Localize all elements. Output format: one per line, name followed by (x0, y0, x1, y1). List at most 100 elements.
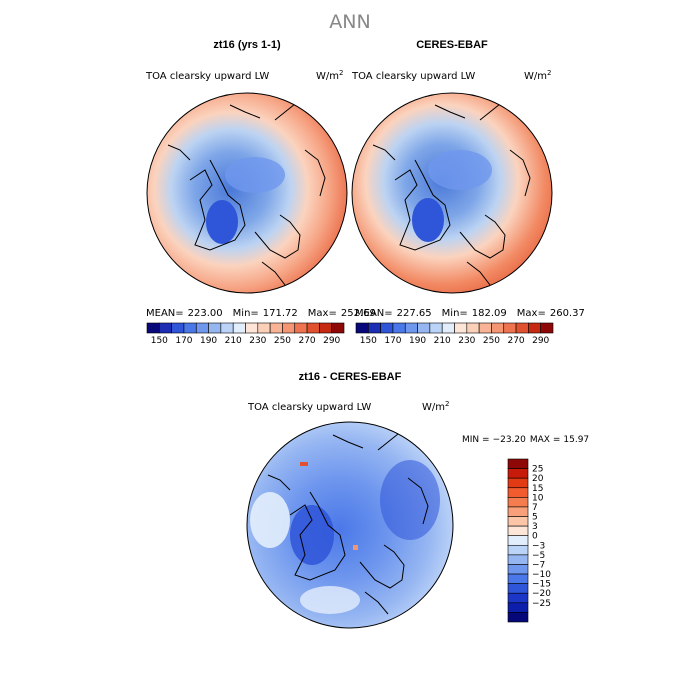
colorbar-tick-label: 290 (532, 336, 549, 346)
colorbar-swatch (392, 322, 406, 334)
colorbar-swatch (429, 322, 443, 334)
cold-core (290, 505, 334, 565)
colorbar-swatch (503, 322, 517, 334)
colorbar-tick-label: 20 (532, 474, 544, 484)
colorbar-tick-label: 170 (384, 336, 401, 346)
colorbar-swatch (507, 468, 529, 479)
colorbar-swatch (507, 506, 529, 517)
panel-title: zt16 - CERES-EBAF (299, 371, 402, 383)
map-overlay (250, 429, 440, 615)
units-exponent: 2 (445, 400, 449, 408)
warm-patch (300, 586, 360, 614)
field-label: TOA clearsky upward LW (351, 71, 475, 82)
colorbar-swatch (507, 602, 529, 613)
polar-map (351, 92, 553, 294)
units-label: W/m2 (524, 69, 551, 82)
colorbar-tick-label: 10 (532, 493, 544, 503)
colorbar-tick-label: 190 (409, 336, 426, 346)
colorbar-swatch (441, 322, 455, 334)
units-text: W/m (316, 71, 339, 82)
map-border (146, 92, 348, 294)
units-label: W/m2 (316, 69, 343, 82)
cold-core (412, 198, 444, 242)
max-label: MAX = (530, 435, 561, 445)
colorbar-swatch (507, 564, 529, 575)
polar-map (246, 421, 454, 629)
colorbar-swatch (195, 322, 209, 334)
min-label: MIN = (462, 435, 490, 445)
map-overlay (372, 99, 531, 286)
max-value: 260.37 (550, 308, 585, 319)
min-value: 171.72 (263, 308, 298, 319)
colorbar-tick-label: 270 (507, 336, 524, 346)
min-label: Min= (442, 308, 468, 319)
map-field (352, 93, 552, 293)
units-exponent: 2 (339, 69, 343, 77)
colorbar-tick-label: −15 (532, 580, 551, 590)
max-label: Max= (308, 308, 337, 319)
mean-value: 227.65 (397, 308, 432, 319)
colorbar-tick-label: −25 (532, 599, 551, 609)
colorbar-swatch (355, 322, 369, 334)
colorbar-tick-label: 3 (532, 522, 538, 532)
colorbar-swatch (319, 322, 332, 334)
warm-patch (250, 492, 290, 548)
colorbar-tick-label: 7 (532, 503, 538, 513)
colorbar-swatch (220, 322, 234, 334)
hot-spot (353, 545, 358, 550)
colorbar-swatch (232, 322, 246, 334)
units-label: W/m2 (422, 400, 449, 413)
colorbar-swatch (257, 322, 271, 334)
colorbar-swatch (507, 554, 529, 565)
polar-map (146, 92, 348, 294)
colorbar-tick-label: 250 (483, 336, 500, 346)
coastline (267, 429, 429, 615)
colorbar-tick-label: 210 (225, 336, 242, 346)
min-value: −23.20 (493, 435, 527, 445)
figure-title: ANN (329, 11, 370, 33)
colorbar-swatch (417, 322, 431, 334)
units-text: W/m (422, 402, 445, 413)
colorbar-swatch (282, 322, 296, 334)
colorbar-swatch (515, 322, 529, 334)
colorbar-swatch (507, 497, 529, 508)
colorbar-swatch (491, 322, 505, 334)
colorbar-swatch (507, 583, 529, 594)
mean-label: MEAN= (355, 308, 393, 319)
colorbar-swatch (245, 322, 259, 334)
colorbar-swatch (171, 322, 185, 334)
colorbar-tick-label: 0 (532, 532, 538, 542)
panel-model: zt16 (yrs 1-1) TOA clearsky upward LW W/… (145, 39, 376, 346)
colorbar-swatch (507, 477, 529, 489)
colorbar-tick-label: −5 (532, 551, 545, 561)
field-label: TOA clearsky upward LW (247, 402, 371, 413)
colorbar-swatch (507, 487, 529, 498)
map-field (147, 93, 347, 293)
panel-difference: zt16 - CERES-EBAF TOA clearsky upward LW… (246, 371, 589, 629)
min-label: Min= (233, 308, 259, 319)
colorbar-swatch (208, 322, 222, 334)
colorbar-tick-label: 15 (532, 484, 543, 494)
colorbar-swatch (183, 322, 197, 334)
stats-line: MEAN= 223.00 Min= 171.72 Max= 252.69 (146, 308, 376, 319)
mean-label: MEAN= (146, 308, 184, 319)
colorbar-swatch (380, 322, 394, 334)
colorbar-swatch (507, 592, 529, 604)
panel-observations: CERES-EBAF TOA clearsky upward LW W/m2 M… (351, 39, 585, 346)
colorbar-tick-label: 150 (151, 336, 168, 346)
map-border (246, 421, 454, 629)
colorbar-tick-label: −7 (532, 560, 545, 570)
colorbar-swatch (454, 322, 468, 334)
colorbar-swatch (159, 322, 172, 334)
colorbar-tick-label: 230 (249, 336, 266, 346)
colorbar-swatch (507, 516, 529, 527)
coastline (167, 99, 326, 286)
field-label: TOA clearsky upward LW (145, 71, 269, 82)
colorbar-swatch (507, 535, 529, 546)
panel-title: zt16 (yrs 1-1) (213, 39, 281, 51)
colorbar-tick-label: 210 (434, 336, 451, 346)
colorbar-tick-label: 250 (274, 336, 291, 346)
colorbar-tick-label: 270 (298, 336, 315, 346)
colorbar-swatch (507, 612, 529, 623)
